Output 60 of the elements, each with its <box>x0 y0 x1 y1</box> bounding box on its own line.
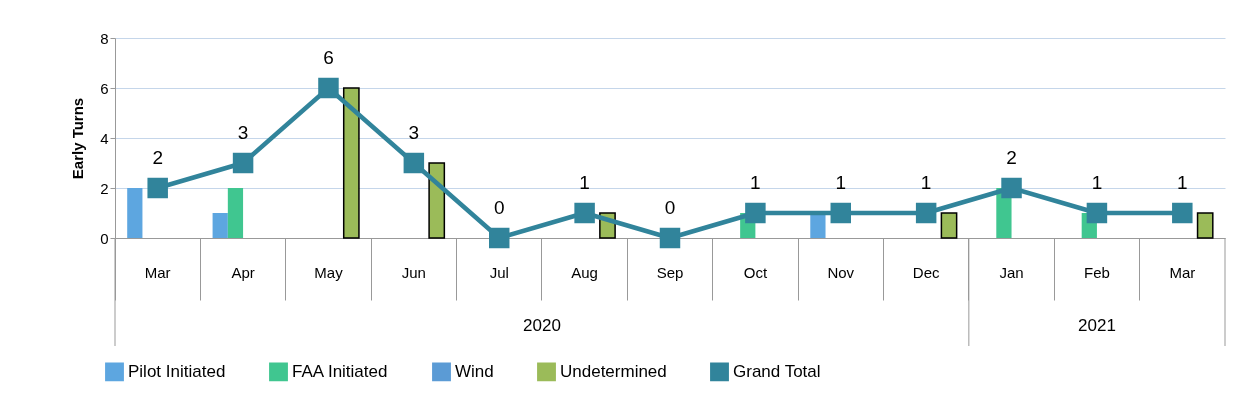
bar <box>428 162 446 239</box>
x-tick-label: Jan <box>999 263 1024 281</box>
data-label: 1 <box>750 172 761 193</box>
y-tick-label: 2 <box>100 179 109 197</box>
x-tick-label: Jun <box>401 263 426 281</box>
data-label: 0 <box>493 197 505 218</box>
x-tick-label: Sep <box>656 263 684 281</box>
data-label: 3 <box>408 122 420 143</box>
bar <box>342 87 360 239</box>
x-tick-label: Oct <box>743 263 768 281</box>
data-label: 1 <box>579 172 590 193</box>
point <box>574 202 595 224</box>
legend-label: Wind <box>455 361 494 381</box>
point <box>1086 202 1108 224</box>
data-label: 0 <box>664 197 676 218</box>
data-label: 1 <box>1091 172 1103 193</box>
data-label: 1 <box>920 172 932 193</box>
data-label: 2 <box>1006 147 1017 168</box>
x-tick-label: Mar <box>1169 263 1196 281</box>
bar <box>810 213 826 238</box>
x-tick-label: Apr <box>231 263 255 281</box>
point <box>659 227 681 249</box>
bar <box>227 188 244 238</box>
x-tick-label: Dec <box>912 263 940 281</box>
data-label: 2 <box>152 147 163 168</box>
y-tick-label: 4 <box>100 129 109 147</box>
point <box>1001 177 1022 199</box>
point <box>318 77 339 99</box>
point <box>745 202 766 224</box>
y-tick-label: 0 <box>100 229 109 247</box>
bar <box>127 188 143 238</box>
point <box>403 152 425 174</box>
x-tick-label: Aug <box>571 263 598 281</box>
text: 2021 <box>1078 316 1116 335</box>
x-tick-label: Jul <box>489 263 509 281</box>
y-tick-label: 6 <box>100 79 109 97</box>
data-label: 1 <box>835 172 847 193</box>
x-tick-label: Nov <box>827 263 855 281</box>
point <box>915 202 937 224</box>
point <box>232 152 254 174</box>
data-label: 6 <box>323 47 334 68</box>
point <box>147 177 168 199</box>
point <box>1172 202 1193 224</box>
legend-label: Grand Total <box>733 361 821 381</box>
x-tick-label: May <box>314 263 344 281</box>
y-axis-title: Early Turns <box>69 97 87 180</box>
point <box>488 227 510 249</box>
x-tick-label: Mar <box>144 263 171 281</box>
legend-label: FAA Initiated <box>292 361 388 381</box>
data-label: 1 <box>1177 172 1188 193</box>
legend-label: Undetermined <box>560 361 667 381</box>
x-tick-label: Feb <box>1083 263 1110 281</box>
data-label: 3 <box>237 122 249 143</box>
bar <box>212 213 228 238</box>
text: 2020 <box>523 316 561 335</box>
bar <box>940 212 958 239</box>
point <box>830 202 852 224</box>
bar <box>1196 212 1214 239</box>
legend-label: Pilot Initiated <box>128 361 226 381</box>
y-tick-label: 8 <box>100 29 109 47</box>
